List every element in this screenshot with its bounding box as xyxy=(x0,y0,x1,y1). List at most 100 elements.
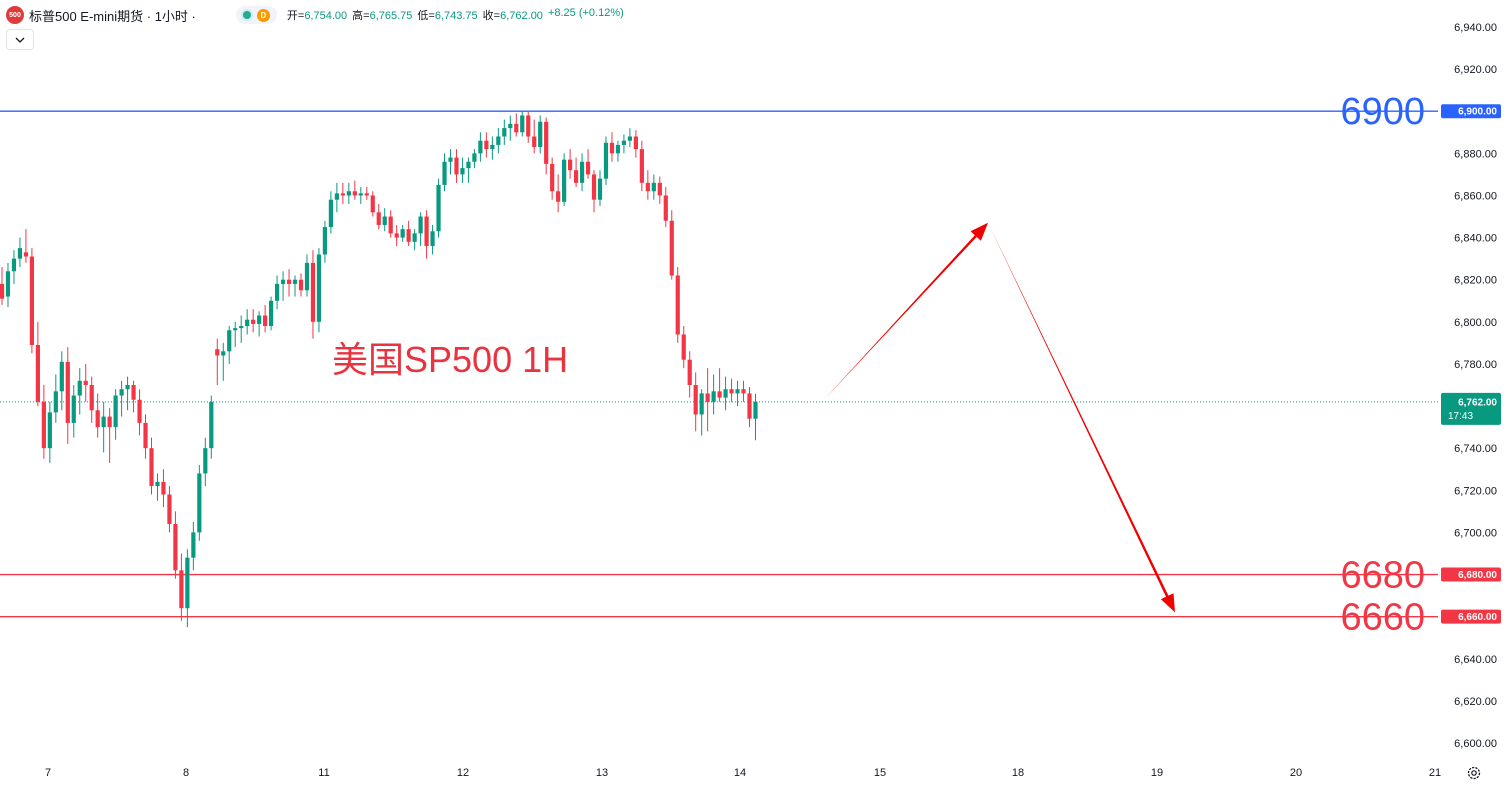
candle[interactable] xyxy=(107,408,112,463)
candle[interactable] xyxy=(388,210,393,238)
candle[interactable] xyxy=(17,237,23,268)
candle[interactable] xyxy=(741,380,746,402)
candle[interactable] xyxy=(215,338,220,385)
candle[interactable] xyxy=(131,380,136,413)
candle[interactable] xyxy=(562,153,567,206)
candle[interactable] xyxy=(442,153,447,192)
candle[interactable] xyxy=(675,267,680,343)
candle[interactable] xyxy=(209,395,214,459)
candle[interactable] xyxy=(550,157,555,200)
candle[interactable] xyxy=(394,224,399,247)
candle[interactable] xyxy=(23,229,29,263)
candle[interactable] xyxy=(681,326,686,369)
candle[interactable] xyxy=(639,140,644,192)
candle[interactable] xyxy=(705,368,710,432)
candle[interactable] xyxy=(502,119,507,145)
candle[interactable] xyxy=(633,130,638,158)
candle[interactable] xyxy=(41,385,46,459)
candle[interactable] xyxy=(651,174,656,200)
candle[interactable] xyxy=(316,248,322,333)
candle[interactable] xyxy=(286,269,292,297)
candle[interactable] xyxy=(95,393,100,438)
candle[interactable] xyxy=(723,376,728,411)
candle[interactable] xyxy=(310,250,316,339)
candle[interactable] xyxy=(125,376,130,411)
candle[interactable] xyxy=(263,304,268,333)
candle[interactable] xyxy=(532,119,537,154)
candle[interactable] xyxy=(346,182,351,204)
candle[interactable] xyxy=(711,374,716,415)
candle[interactable] xyxy=(191,521,196,571)
candle[interactable] xyxy=(173,511,178,579)
projection-arrow-down[interactable] xyxy=(988,222,1175,613)
candle[interactable] xyxy=(699,389,704,436)
candle[interactable] xyxy=(597,170,603,206)
candle[interactable] xyxy=(657,176,662,204)
candle[interactable] xyxy=(298,273,304,297)
candle[interactable] xyxy=(203,437,208,487)
candle[interactable] xyxy=(328,191,333,234)
candle[interactable] xyxy=(71,385,76,438)
candle[interactable] xyxy=(579,153,585,192)
candle[interactable] xyxy=(29,248,34,354)
candle[interactable] xyxy=(412,229,417,251)
candle[interactable] xyxy=(137,389,142,436)
candle[interactable] xyxy=(364,187,369,200)
candle[interactable] xyxy=(292,275,298,297)
candle[interactable] xyxy=(239,315,244,343)
candle[interactable] xyxy=(221,342,226,381)
candle[interactable] xyxy=(304,254,310,297)
candle[interactable] xyxy=(274,275,280,310)
candle[interactable] xyxy=(322,220,328,263)
candle[interactable] xyxy=(257,311,262,337)
candle[interactable] xyxy=(424,210,429,259)
candle[interactable] xyxy=(340,182,345,204)
status-pill[interactable]: D xyxy=(235,6,277,24)
candle[interactable] xyxy=(627,128,632,148)
candle[interactable] xyxy=(615,140,621,162)
candle[interactable] xyxy=(472,149,477,169)
candle[interactable] xyxy=(514,113,519,137)
candle[interactable] xyxy=(418,212,423,247)
candle[interactable] xyxy=(526,111,531,143)
candle[interactable] xyxy=(47,401,52,463)
candle[interactable] xyxy=(161,469,166,508)
candle[interactable] xyxy=(197,465,202,541)
candle[interactable] xyxy=(735,380,740,407)
candle[interactable] xyxy=(430,224,435,255)
candle[interactable] xyxy=(436,178,441,238)
candle[interactable] xyxy=(573,157,579,188)
candle[interactable] xyxy=(484,132,489,158)
candle[interactable] xyxy=(669,210,674,280)
candle[interactable] xyxy=(520,111,525,137)
candle[interactable] xyxy=(352,180,357,200)
candle[interactable] xyxy=(5,262,11,308)
candle[interactable] xyxy=(538,115,543,154)
candle[interactable] xyxy=(508,115,513,141)
candle[interactable] xyxy=(490,136,495,160)
candle[interactable] xyxy=(687,351,692,398)
symbol-logo[interactable]: 500 xyxy=(6,6,24,24)
chart-title[interactable]: 美国SP500 1H xyxy=(332,339,568,380)
candle[interactable] xyxy=(556,174,561,213)
candle[interactable] xyxy=(568,149,573,179)
candle[interactable] xyxy=(53,374,58,423)
candle[interactable] xyxy=(454,149,459,183)
candle[interactable] xyxy=(609,132,615,162)
candle[interactable] xyxy=(466,157,471,183)
candle[interactable] xyxy=(544,117,549,175)
level-label-6680[interactable]: 6680 xyxy=(1340,555,1425,597)
candle[interactable] xyxy=(693,372,698,432)
candle[interactable] xyxy=(753,393,758,441)
candle[interactable] xyxy=(149,437,154,495)
candle[interactable] xyxy=(358,187,363,204)
candle[interactable] xyxy=(717,368,722,402)
candle[interactable] xyxy=(496,128,501,154)
candle[interactable] xyxy=(621,134,627,154)
candle[interactable] xyxy=(143,414,148,459)
candle[interactable] xyxy=(591,170,597,213)
candle[interactable] xyxy=(113,389,118,440)
candle[interactable] xyxy=(280,271,286,301)
candle[interactable] xyxy=(460,157,465,183)
